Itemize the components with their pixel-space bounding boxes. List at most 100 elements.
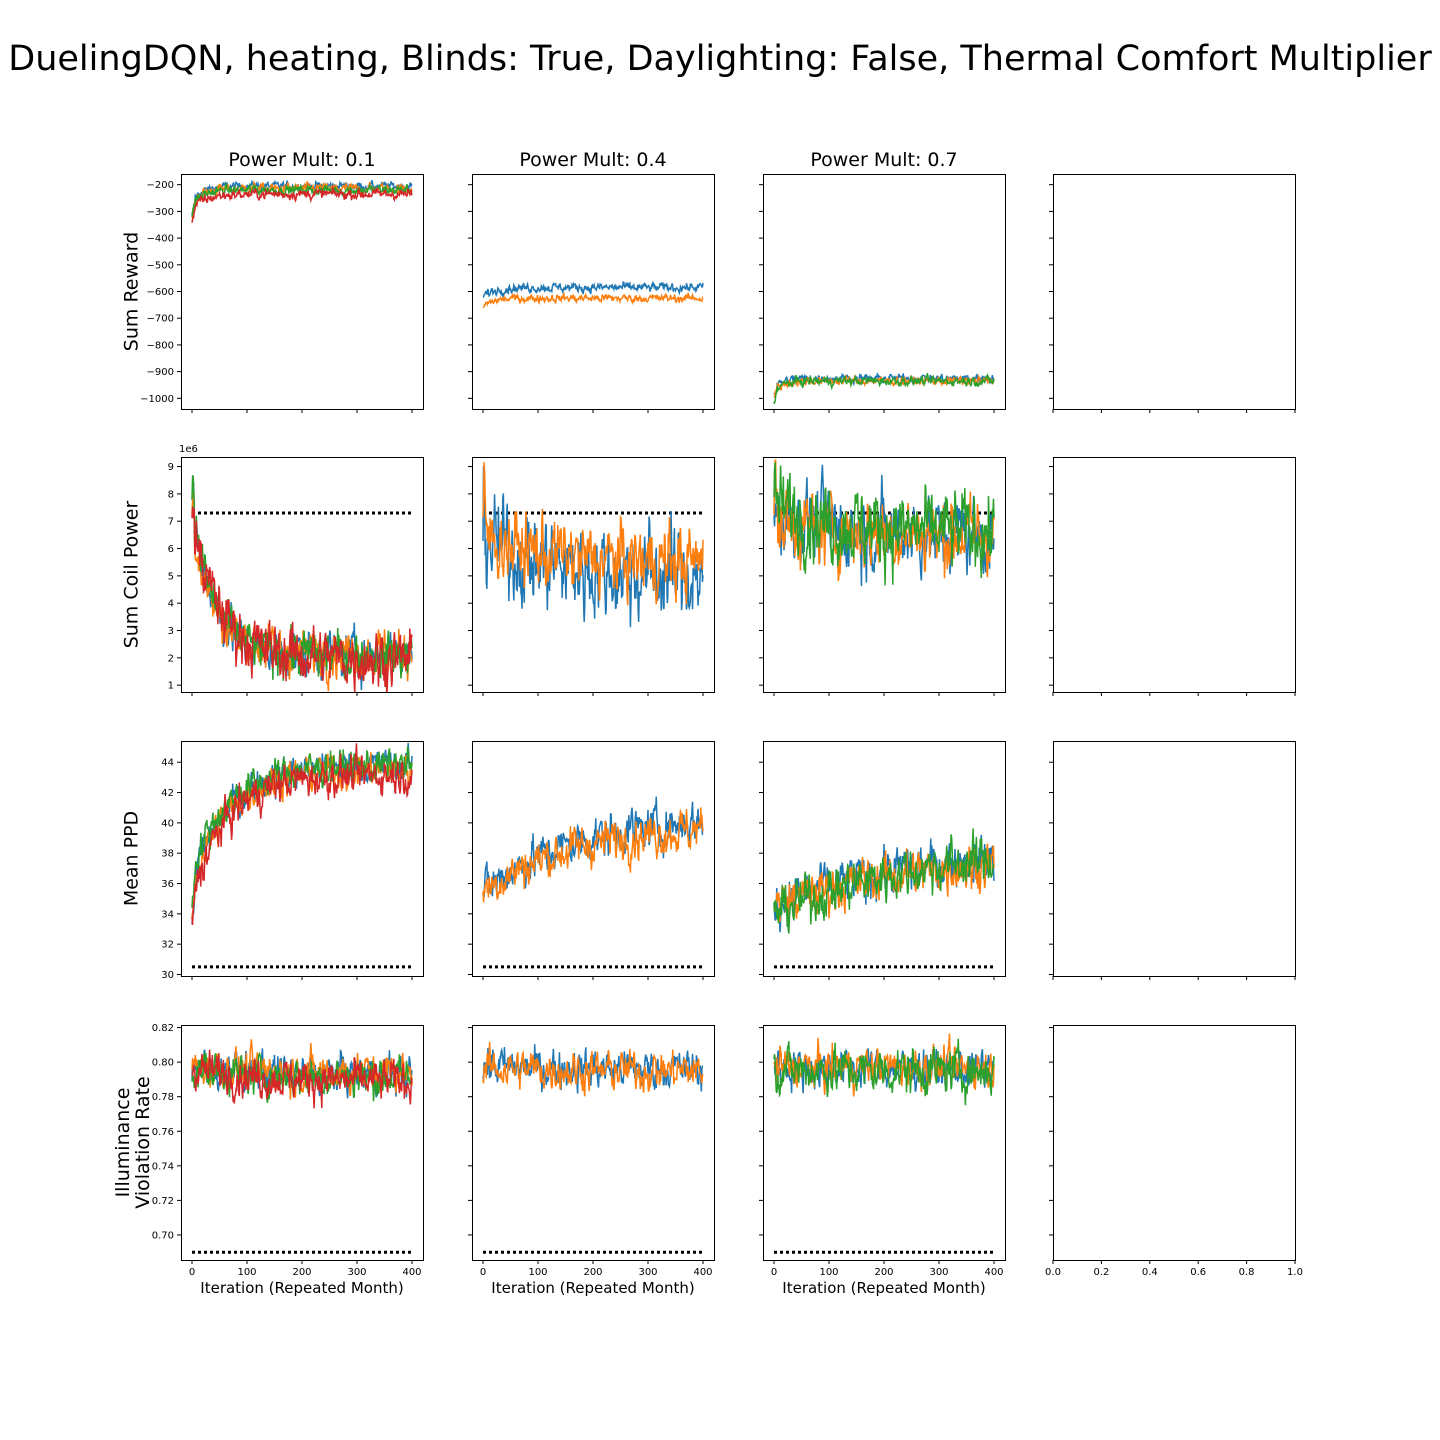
- x-tick-label: 100: [237, 1267, 256, 1278]
- x-tick-label: 0.0: [1045, 1267, 1061, 1278]
- y-tick-label: 8: [168, 489, 174, 500]
- x-tick-label: 300: [638, 1267, 657, 1278]
- x-tick-label: 300: [347, 1267, 366, 1278]
- y-tick-label: 32: [161, 940, 174, 951]
- y-tick-label: −500: [147, 260, 174, 271]
- y-tick-label: −1000: [140, 394, 174, 405]
- y-tick-label: 40: [161, 818, 174, 829]
- axes-frame: [763, 174, 1006, 410]
- series-line-3: [773, 1038, 995, 1106]
- y-tick-label: 6: [168, 544, 174, 555]
- y-tick-label: −800: [147, 340, 174, 351]
- series-line-4: [191, 506, 413, 692]
- subplot-r1-c3: [759, 174, 1006, 413]
- x-tick-label: 100: [528, 1267, 547, 1278]
- y-tick-label: 30: [161, 970, 174, 981]
- row-ylabel-line: Violation Rate: [132, 1076, 154, 1208]
- subplot-r2-c1: 1 2 3 4 5 6 7 8 9: [168, 457, 424, 696]
- y-tick-label: −200: [147, 180, 174, 191]
- y-tick-label: 0.72: [152, 1196, 174, 1207]
- series-line-1: [482, 280, 704, 299]
- row-ylabel-line: Sum Coil Power: [121, 501, 143, 649]
- row-ylabel-line: Sum Reward: [121, 232, 143, 351]
- x-tick-label: 0.6: [1190, 1267, 1206, 1278]
- subplot-r2-c4: [1049, 457, 1296, 696]
- y-tick-label: 0.74: [152, 1161, 174, 1172]
- x-tick-label: 200: [292, 1267, 311, 1278]
- subplot-r1-c1: −1000 −900 −800 −700 −600 −500 −400 −300 −200: [140, 174, 424, 413]
- subplot-r3-c3: [759, 741, 1006, 980]
- y-offset-text: 1e6: [179, 444, 198, 455]
- subplot-r4-c4: 0.0 0.2 0.4 0.6 0.8 1.0: [1045, 1025, 1303, 1278]
- x-tick-label: 1.0: [1287, 1267, 1303, 1278]
- y-tick-label: 0.82: [152, 1023, 174, 1034]
- y-tick-label: −600: [147, 287, 174, 298]
- y-tick-label: 2: [168, 653, 174, 664]
- column-title-2: Power Mult: 0.4: [519, 149, 666, 171]
- x-tick-label: 200: [583, 1267, 602, 1278]
- series-line-1: [482, 796, 704, 898]
- subplot-r4-c1: 0.70 0.72 0.74 0.76 0.78 0.80 0.82 0 100 200 300 40…: [152, 1023, 424, 1297]
- row-ylabel-4: IlluminanceViolation Rate: [112, 1076, 154, 1208]
- x-axis-label: Iteration (Repeated Month): [200, 1279, 403, 1297]
- y-tick-label: 44: [161, 758, 174, 769]
- y-tick-label: 9: [168, 462, 174, 473]
- column-title-3: Power Mult: 0.7: [810, 149, 957, 171]
- x-tick-label: 0: [771, 1267, 777, 1278]
- y-tick-label: 7: [168, 517, 174, 528]
- column-title-1: Power Mult: 0.1: [228, 149, 375, 171]
- x-axis-label: Iteration (Repeated Month): [782, 1279, 985, 1297]
- row-ylabel-line: Illuminance: [112, 1088, 134, 1198]
- y-tick-label: 3: [168, 626, 174, 637]
- series-line-4: [191, 1049, 413, 1109]
- y-tick-label: 0.76: [152, 1127, 174, 1138]
- series-line-3: [773, 462, 995, 586]
- series-line-3: [191, 181, 413, 217]
- y-tick-label: −900: [147, 367, 174, 378]
- subplot-r2-c3: [759, 457, 1006, 696]
- x-tick-label: 400: [984, 1267, 1003, 1278]
- row-ylabel-2: Sum Coil Power: [121, 501, 143, 649]
- axes-frame: [1053, 174, 1296, 410]
- series-line-2: [482, 291, 704, 309]
- y-tick-label: 1: [168, 681, 174, 692]
- subplot-r3-c1: 30 32 34 36 38 40 42 44: [161, 741, 424, 981]
- x-tick-label: 300: [929, 1267, 948, 1278]
- figure-title: DuelingDQN, heating, Blinds: True, Dayli…: [8, 39, 1432, 79]
- series-line-2: [482, 462, 704, 606]
- y-tick-label: −400: [147, 234, 174, 245]
- x-tick-label: 0: [480, 1267, 486, 1278]
- axes-frame: [1053, 741, 1296, 977]
- subplot-r2-c2: [468, 457, 715, 696]
- row-ylabel-1: Sum Reward: [121, 232, 143, 351]
- y-tick-label: −700: [147, 314, 174, 325]
- subplot-r1-c4: [1049, 174, 1296, 413]
- row-ylabel-3: Mean PPD: [121, 811, 143, 906]
- x-tick-label: 0: [189, 1267, 195, 1278]
- row-ylabel-line: Mean PPD: [121, 811, 143, 906]
- x-tick-label: 0.2: [1093, 1267, 1109, 1278]
- x-tick-label: 0.4: [1142, 1267, 1158, 1278]
- x-tick-label: 100: [819, 1267, 838, 1278]
- x-tick-label: 200: [874, 1267, 893, 1278]
- series-line-2: [482, 1041, 704, 1097]
- subplot-grid: Power Mult: 0.1 Power Mult: 0.4 Power Mult…: [112, 149, 1303, 1297]
- series-line-4: [191, 743, 413, 926]
- y-tick-label: 0.78: [152, 1092, 174, 1103]
- y-tick-label: 34: [161, 909, 174, 920]
- series-line-2: [482, 807, 704, 903]
- x-axis-label: Iteration (Repeated Month): [491, 1279, 694, 1297]
- y-tick-label: 0.70: [152, 1230, 174, 1241]
- series-line-3: [773, 372, 995, 405]
- axes-frame: [1053, 457, 1296, 693]
- y-tick-label: 38: [161, 849, 174, 860]
- y-tick-label: 4: [168, 599, 174, 610]
- subplot-r1-c2: [468, 174, 715, 413]
- y-tick-label: 0.80: [152, 1058, 174, 1069]
- subplot-r3-c2: [468, 741, 715, 980]
- x-tick-label: 400: [693, 1267, 712, 1278]
- series-line-4: [191, 185, 413, 223]
